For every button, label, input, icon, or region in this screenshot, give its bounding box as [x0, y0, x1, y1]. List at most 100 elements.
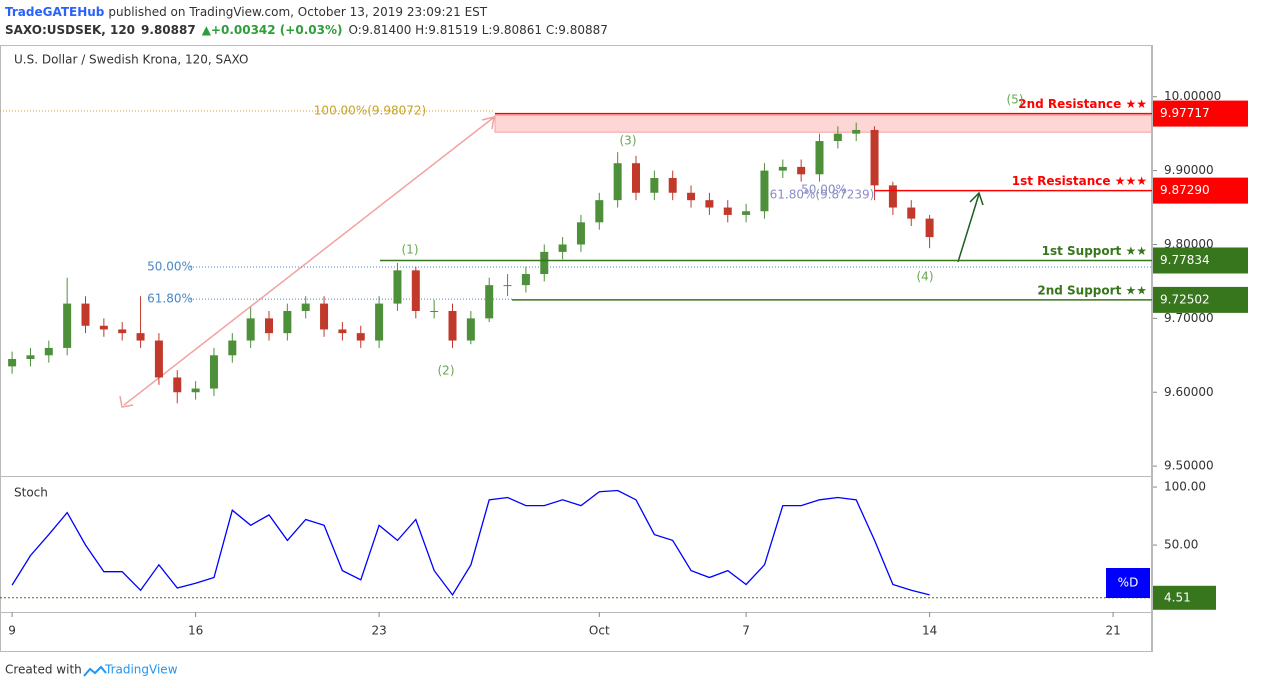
x-tick-label: 21 — [1105, 624, 1120, 638]
level-price-label: 9.87290 — [1160, 183, 1210, 197]
wave-label: (5) — [1007, 93, 1024, 107]
level-price-label: 9.77834 — [1160, 253, 1210, 267]
x-tick-label: Oct — [589, 624, 610, 638]
y-tick-label: 100.00 — [1164, 480, 1206, 494]
fib-label: 50.00% — [147, 260, 193, 274]
candle-body — [485, 285, 494, 319]
candle-body — [521, 274, 530, 286]
candle-body — [228, 340, 237, 356]
candle-body — [760, 170, 769, 212]
x-tick-label: 14 — [922, 624, 937, 638]
candle-body — [907, 207, 916, 219]
logo — [83, 665, 107, 677]
x-tick-label: 23 — [371, 624, 386, 638]
frame — [0, 45, 1152, 652]
candle-body — [118, 329, 127, 334]
wave-label: (2) — [438, 364, 455, 378]
candle-body — [63, 303, 72, 348]
x-tick-label: 16 — [188, 624, 203, 638]
candle-body — [99, 325, 108, 330]
published: published on TradingView.com, October 13… — [108, 5, 487, 19]
level-name: 2nd Resistance ★★ — [1018, 97, 1147, 111]
stoch-title: Stoch — [14, 486, 48, 500]
candle-body — [265, 318, 274, 334]
fib-label: 61.80% — [147, 292, 193, 306]
candle-body — [393, 270, 402, 304]
fib-label: 100.00%(9.98072) — [314, 103, 426, 117]
candle-body — [613, 163, 622, 201]
level-price-box — [1152, 100, 1248, 127]
candle-body — [852, 129, 861, 134]
y-tick-label: 9.90000 — [1164, 163, 1214, 177]
candle-body — [925, 218, 934, 238]
x-tick-label: 9 — [8, 624, 16, 638]
quote: 9.80887 — [141, 23, 196, 37]
candle-body — [81, 303, 90, 326]
pane-title: U.S. Dollar / Swedish Krona, 120, SAXO — [14, 53, 248, 67]
candle-body — [448, 310, 457, 341]
candle-body — [797, 166, 806, 175]
candle-body — [705, 200, 714, 208]
candle-body — [778, 166, 787, 171]
candle-body — [44, 347, 53, 356]
candle-body — [576, 222, 585, 245]
y-tick-label: 10.00000 — [1164, 89, 1221, 103]
candle-body — [723, 207, 732, 215]
level-price-box — [1152, 247, 1248, 274]
fib-note: 61.80%(9.87239) — [770, 188, 875, 202]
symbol: SAXO:USDSEK, 120 — [5, 23, 135, 37]
candle-body — [375, 303, 384, 341]
fib-note: 50.00% — [801, 183, 847, 197]
header-line-2: SAXO:USDSEK, 120 9.80887 ▲+0.00342 (+0.03%… — [5, 23, 608, 37]
candle-body — [833, 133, 842, 142]
header-line-1: TradeGATEHub published on TradingView.com… — [5, 5, 488, 19]
legend-box — [1106, 568, 1150, 598]
candle-body — [668, 177, 677, 193]
candle-body — [8, 359, 17, 367]
level-price-box — [1152, 177, 1248, 204]
y-tick-label: 9.50000 — [1164, 459, 1214, 473]
level-name: 1st Support ★★ — [1042, 244, 1147, 258]
candle-body — [503, 285, 512, 287]
candle-body — [301, 303, 310, 311]
resistance-zone — [494, 114, 1153, 133]
level-price-label: 9.72502 — [1160, 292, 1210, 306]
x-tick-label: 7 — [742, 624, 750, 638]
candle-body — [632, 163, 641, 193]
fib-arrow — [119, 115, 495, 408]
candle-body — [466, 318, 475, 341]
candle-body — [209, 355, 218, 389]
candle-body — [154, 340, 163, 378]
candle-body — [26, 355, 35, 360]
y-tick-label: 9.70000 — [1164, 311, 1214, 325]
candle-body — [558, 244, 567, 252]
candle-body — [650, 177, 659, 193]
last-value-box — [1152, 585, 1216, 610]
level-price-label: 9.97717 — [1160, 106, 1210, 120]
candle-body — [136, 333, 145, 341]
level-name: 2nd Support ★★ — [1037, 283, 1147, 297]
candle-body — [742, 211, 751, 215]
candle-body — [815, 141, 824, 175]
stoch-line — [11, 489, 930, 597]
candle-body — [595, 200, 604, 223]
author: TradeGATEHub — [5, 5, 105, 19]
y-tick-label: 9.60000 — [1164, 385, 1214, 399]
candle-body — [320, 303, 329, 330]
candle-body — [430, 310, 439, 312]
level-price-box — [1152, 286, 1248, 313]
candle-body — [246, 318, 255, 341]
ohlc: O:9.81400 H:9.81519 L:9.80861 C:9.80887 — [348, 23, 607, 37]
candle-body — [338, 329, 347, 334]
wave-label: (3) — [620, 134, 637, 148]
y-tick-label: 9.80000 — [1164, 237, 1214, 251]
wave-label: (4) — [917, 270, 934, 284]
legend-label: %D — [1118, 576, 1139, 590]
wave-label: (1) — [402, 243, 419, 257]
candle-body — [191, 388, 200, 393]
level-name: 1st Resistance ★★★ — [1012, 174, 1147, 188]
candle-body — [888, 185, 897, 208]
last-value-label: 4.51 — [1164, 590, 1191, 604]
